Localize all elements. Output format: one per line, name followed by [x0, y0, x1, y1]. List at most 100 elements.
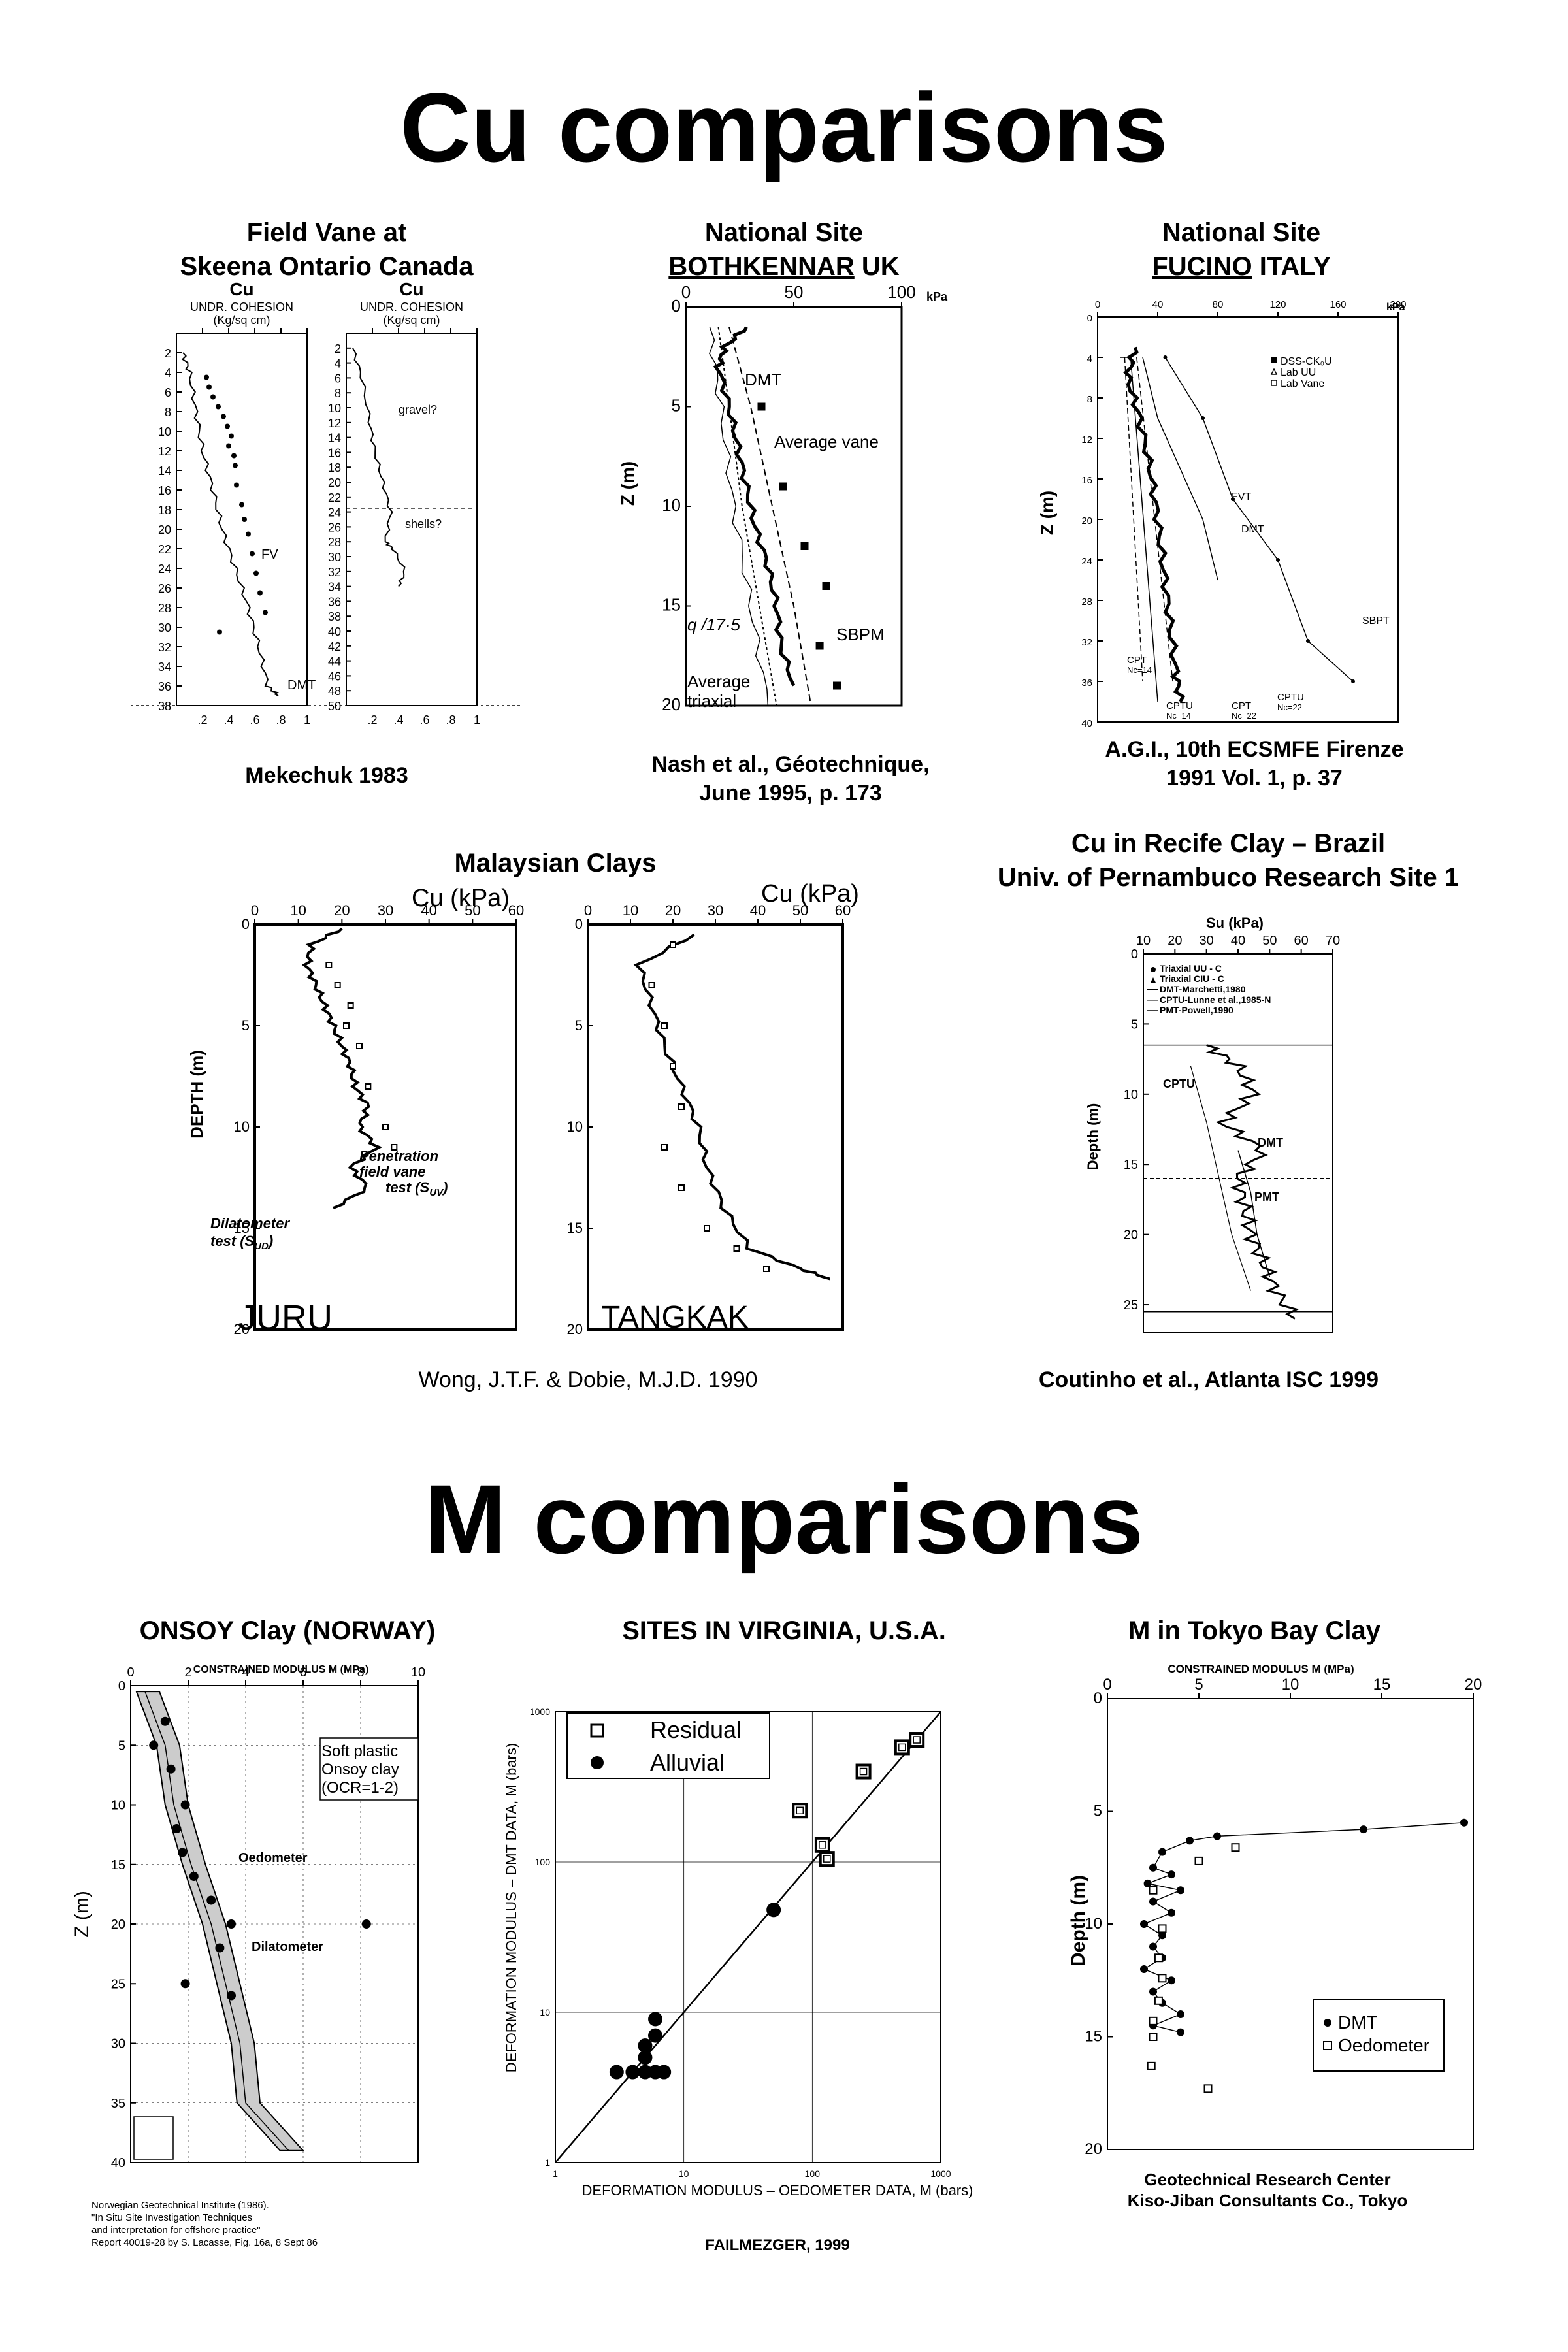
- x-tick-label: 10: [1282, 1676, 1299, 1693]
- x-tick-label: .8: [276, 713, 286, 727]
- fucino-sbpt-point: [1231, 497, 1235, 501]
- skeena-fv-point: [234, 482, 239, 488]
- y-tick-label: 10: [1085, 1915, 1102, 1933]
- skeena-fv-point: [257, 590, 263, 596]
- y-tick-label: 30: [328, 551, 341, 564]
- x-tick-label: 0: [1095, 299, 1100, 310]
- recife-legend-uu-marker: [1151, 967, 1156, 972]
- x-tick-label: .2: [197, 713, 207, 727]
- fucino-unit: kPa: [1386, 302, 1405, 313]
- y-tick-label: 4: [335, 357, 341, 370]
- bothkennar-sbpm-point: [757, 402, 766, 411]
- tokyo-dmt-point: [1140, 1920, 1148, 1928]
- fucino-nc22b-label: Nc=22: [1277, 702, 1302, 712]
- y-tick-label: 16: [1081, 475, 1092, 486]
- x-tick-label: 0: [127, 1665, 134, 1680]
- juru-pen-label2: field vane: [359, 1164, 425, 1180]
- virginia-y-tick-label: 1: [545, 2157, 550, 2168]
- tokyo-dmt-point: [1177, 1886, 1184, 1895]
- bothkennar-triaxial-label1: Average: [687, 672, 750, 691]
- fucino-legend-vane: Lab Vane: [1281, 378, 1324, 389]
- onsoy-oedometer-point: [227, 1919, 236, 1929]
- y-tick-label: 8: [165, 406, 171, 419]
- skeena-fv-point: [204, 374, 209, 380]
- x-tick-label: 40: [1152, 299, 1164, 310]
- y-tick-label: 12: [328, 417, 341, 430]
- juru-vane-point: [391, 1144, 398, 1151]
- bothkennar-chart: Z (m) kPa 0 50 100 0 5 10 15 20 DMT Average van…: [617, 282, 948, 714]
- skeena-hdr-a2: UNDR. COHESION: [360, 301, 463, 314]
- recife-dmt-label: DMT: [1258, 1136, 1283, 1149]
- y-tick-label: 32: [328, 566, 341, 579]
- onsoy-oedometer-point: [166, 1764, 176, 1774]
- x-tick-label: 5: [1194, 1676, 1203, 1693]
- fucino-sbpt-point: [1276, 558, 1280, 562]
- tokyo-dmt-point: [1168, 1870, 1175, 1879]
- tokyo-oedometer-point: [1154, 1996, 1163, 2005]
- y-tick-label: 28: [1081, 596, 1092, 608]
- y-tick-label: 24: [158, 563, 171, 576]
- x-tick-label: 0: [1103, 1676, 1111, 1693]
- tokyo-dmt-point: [1177, 2010, 1184, 2018]
- x-tick-label: 40: [750, 902, 766, 919]
- skeena-fv-point: [239, 502, 244, 508]
- tangkak-vane-point: [678, 1103, 685, 1110]
- onsoy-oedometer-point: [206, 1895, 216, 1905]
- juru-dil-label2-sub: UD: [254, 1241, 269, 1252]
- juru-vane-point: [325, 962, 333, 968]
- x-tick-label: .4: [223, 713, 233, 727]
- y-tick-label: 15: [1085, 2028, 1102, 2046]
- tokyo-oedometer-point: [1158, 1974, 1167, 1983]
- juru-dmt-line: [301, 927, 383, 1209]
- fucino-sbpt-line: [1164, 357, 1354, 682]
- tangkak-xlabel: Cu (kPa): [761, 880, 859, 907]
- skeena-plot-area: .2.4.6.8 12468101214161820222426283032343…: [131, 328, 523, 727]
- y-tick-label: 14: [158, 465, 171, 478]
- x-tick-label: 10: [290, 902, 306, 919]
- tokyo-dmt-point: [1213, 1832, 1221, 1840]
- virginia-residual-point-inner: [819, 1841, 826, 1849]
- juru-site-label: JURU: [238, 1298, 333, 1337]
- juru-vane-point: [365, 1083, 372, 1090]
- fucino-plot-area: 0 40 80 120 160 200 0 4 8 12 16 20 24 28 32 36 40: [1081, 299, 1406, 729]
- y-tick-label: 24: [328, 506, 341, 519]
- juru-vane-point: [347, 1002, 354, 1009]
- juru-dil-label2: test (SUD): [210, 1233, 273, 1252]
- virginia-legend-alluvial-marker: [591, 1756, 604, 1769]
- y-tick-label: 4: [1087, 353, 1092, 365]
- x-tick-label: 20: [1465, 1676, 1482, 1693]
- virginia-alluvial-point: [648, 2012, 663, 2027]
- y-tick-label: 46: [328, 670, 341, 683]
- x-tick-label: 200: [1390, 299, 1406, 310]
- skeena-fv-point: [225, 423, 230, 429]
- tangkak-vane-point: [661, 1022, 668, 1029]
- skeena-gravel-label: gravel?: [399, 403, 437, 416]
- x-tick-label: .6: [250, 713, 259, 727]
- y-tick-label: 40: [328, 625, 341, 638]
- onsoy-oedometer-point: [180, 1800, 190, 1810]
- skeena-fv-point: [221, 414, 226, 419]
- y-tick-label: 16: [158, 484, 171, 497]
- y-tick-label: 48: [328, 685, 341, 698]
- tokyo-caption-line2: Kiso-Jiban Consultants Co., Tokyo: [1127, 2191, 1408, 2210]
- fucino-country: ITALY: [1252, 252, 1331, 281]
- x-tick-label: 30: [708, 902, 723, 919]
- bothkennar-sbpm-label: SBPM: [836, 625, 885, 644]
- tokyo-legend-oed-marker: [1323, 2041, 1332, 2050]
- x-tick-label: 0: [681, 282, 691, 302]
- fucino-legend-uu: Lab UU: [1281, 367, 1316, 378]
- bothkennar-vane-line: [728, 327, 812, 706]
- onsoy-plot-area: 0 2 4 6 8 10 0 5 10 15 20 25 30 35 40: [111, 1665, 425, 2170]
- y-tick-label: 22: [158, 543, 171, 556]
- tangkak-vane-point: [733, 1245, 740, 1252]
- y-tick-label: 10: [158, 425, 171, 438]
- onsoy-caption-line2: "In Situ Site Investigation Techniques: [91, 2212, 253, 2223]
- skeena-fv-point: [263, 610, 268, 615]
- bothkennar-caption-line2: June 1995, p. 173: [699, 781, 882, 806]
- cu-comparisons-title: Cu comparisons: [400, 73, 1168, 182]
- plot-frame: [346, 333, 478, 706]
- skeena-fv-point: [242, 517, 247, 522]
- skeena-fv-label: FV: [261, 547, 278, 562]
- fucino-cptu22-label: CPTU: [1277, 692, 1304, 703]
